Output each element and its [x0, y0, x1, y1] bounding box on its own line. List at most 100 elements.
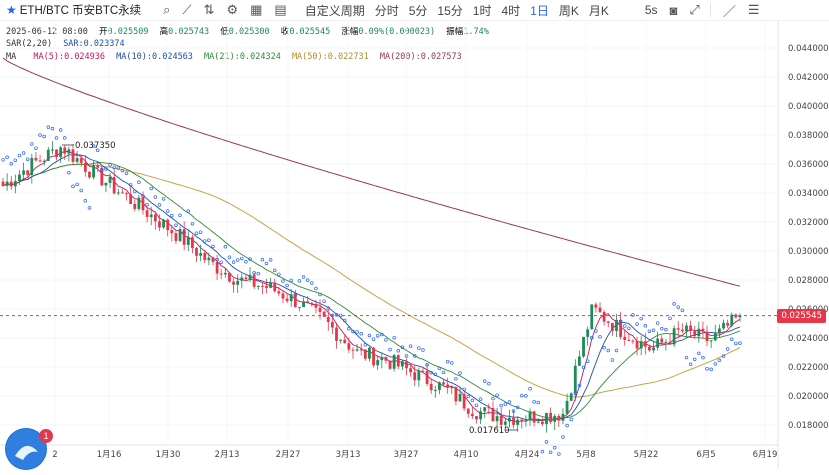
- sar-dot: [651, 328, 656, 332]
- sar-dot: [347, 327, 351, 331]
- sar-dot: [108, 163, 112, 167]
- price-tick-label: 0.022000: [788, 363, 829, 373]
- candle-body: [549, 412, 553, 422]
- candle-body: [722, 322, 725, 329]
- sar-dot: [116, 166, 121, 170]
- candle-body: [219, 273, 223, 275]
- interval-tab-4[interactable]: 4时: [501, 3, 521, 18]
- sar-dot: [161, 197, 166, 201]
- candle-body: [298, 306, 301, 308]
- fullscreen-icon[interactable]: ⤢: [689, 2, 700, 17]
- candle-body: [67, 149, 71, 154]
- candle-body: [421, 370, 425, 372]
- candle-body: [83, 162, 87, 172]
- candle-body: [149, 214, 153, 217]
- candle-body: [388, 360, 392, 369]
- sar-dot: [684, 355, 689, 360]
- candle-body: [487, 407, 491, 409]
- sar-dot: [38, 133, 42, 137]
- date-tick-label: 2月13: [215, 450, 240, 460]
- draw-tool-icon[interactable]: ／: [722, 3, 736, 19]
- candle-body: [520, 419, 524, 422]
- candle-body: [18, 174, 21, 182]
- sar-dot: [598, 334, 602, 339]
- sar-dot: [400, 345, 405, 350]
- compare-icon[interactable]: ⇅: [203, 2, 215, 17]
- candle-body: [652, 347, 655, 351]
- interval-tab-1[interactable]: 5分: [408, 3, 428, 18]
- indicator-icon[interactable]: ⟋: [182, 2, 192, 17]
- sar-dot: [363, 342, 368, 347]
- sar-dot: [532, 399, 536, 404]
- candle-body: [236, 280, 240, 285]
- search-icon[interactable]: ⌕: [163, 2, 171, 17]
- candle-body: [166, 219, 170, 231]
- sar-dot: [21, 151, 26, 155]
- interval-tab-0[interactable]: 分时: [374, 3, 399, 18]
- interval-tab-7[interactable]: 月K: [588, 3, 609, 18]
- sar-dot: [63, 136, 67, 140]
- sar-dot: [557, 452, 561, 456]
- candle-body: [59, 147, 63, 158]
- sar-dot: [17, 153, 22, 158]
- candle-body: [454, 387, 458, 402]
- candle-body: [359, 349, 363, 351]
- symbol-selector[interactable]: ★ ETH/BTC 币安BTC永续: [6, 2, 141, 18]
- sar-dot: [421, 348, 425, 352]
- interval-tab-5[interactable]: 1日: [530, 3, 549, 18]
- candle-body: [668, 341, 672, 345]
- candle-body: [182, 229, 186, 245]
- sar-dot: [310, 281, 314, 285]
- candle-body: [79, 158, 83, 163]
- sar-dot: [322, 299, 326, 303]
- candle-body: [125, 193, 128, 195]
- sar-dot: [104, 167, 108, 171]
- candle-body: [392, 355, 396, 369]
- date-tick-label: 5月8: [576, 450, 595, 460]
- candle-body: [174, 233, 178, 241]
- sar-dot: [301, 275, 306, 279]
- layout-icon[interactable]: ▤: [274, 2, 287, 17]
- sar-dot: [120, 168, 125, 173]
- sar-dot: [404, 354, 409, 358]
- candle-body: [335, 327, 338, 341]
- sar-dot: [474, 403, 479, 408]
- custom-period-button[interactable]: 自定义周期: [304, 3, 365, 18]
- sar-dot: [145, 203, 149, 207]
- candle-body: [718, 328, 721, 334]
- sar-dot: [725, 347, 730, 351]
- sar-dot: [585, 359, 590, 363]
- sar-dot: [701, 355, 705, 360]
- sar-dot: [528, 387, 532, 391]
- candle-body: [232, 281, 235, 285]
- candle-body: [343, 339, 347, 344]
- interval-tab-3[interactable]: 1时: [472, 3, 492, 18]
- candle-body: [409, 368, 413, 373]
- candle-body: [42, 160, 46, 162]
- sar-dot: [174, 223, 178, 227]
- star-icon[interactable]: ★: [6, 3, 17, 17]
- sar-dot: [635, 322, 639, 326]
- price-chart[interactable]: 0.044000 0.042000 0.040000 0.038000 0.036000…: [0, 21, 829, 469]
- low-label: 低: [220, 27, 229, 37]
- sar-dot: [660, 326, 664, 331]
- top-toolbar: ★ ETH/BTC 币安BTC永续 ⌕ ⟋ ⇅ ⚙ ▦ ▤ 自定义周期 分时 5…: [0, 0, 829, 21]
- refresh-interval[interactable]: 5s: [644, 3, 658, 17]
- menu-icon[interactable]: ☰: [747, 2, 760, 17]
- camera-icon[interactable]: ◙: [669, 2, 678, 18]
- sar-dot: [610, 358, 615, 362]
- sar-dot: [141, 194, 145, 199]
- sar-dot: [219, 260, 223, 264]
- interval-tab-2[interactable]: 15分: [437, 3, 463, 18]
- gear-icon[interactable]: ⚙: [226, 2, 239, 17]
- candle-body: [100, 167, 104, 186]
- interval-tab-6[interactable]: 周K: [558, 3, 579, 18]
- bar-date: 2025-06-12 08:00: [6, 27, 88, 37]
- sar-dot: [734, 341, 738, 346]
- sar-dot: [384, 338, 388, 342]
- grid-icon[interactable]: ▦: [250, 2, 263, 17]
- sar-dot: [100, 168, 104, 172]
- candle-body: [561, 413, 565, 421]
- candle-body: [355, 349, 359, 351]
- candle-body: [738, 315, 742, 318]
